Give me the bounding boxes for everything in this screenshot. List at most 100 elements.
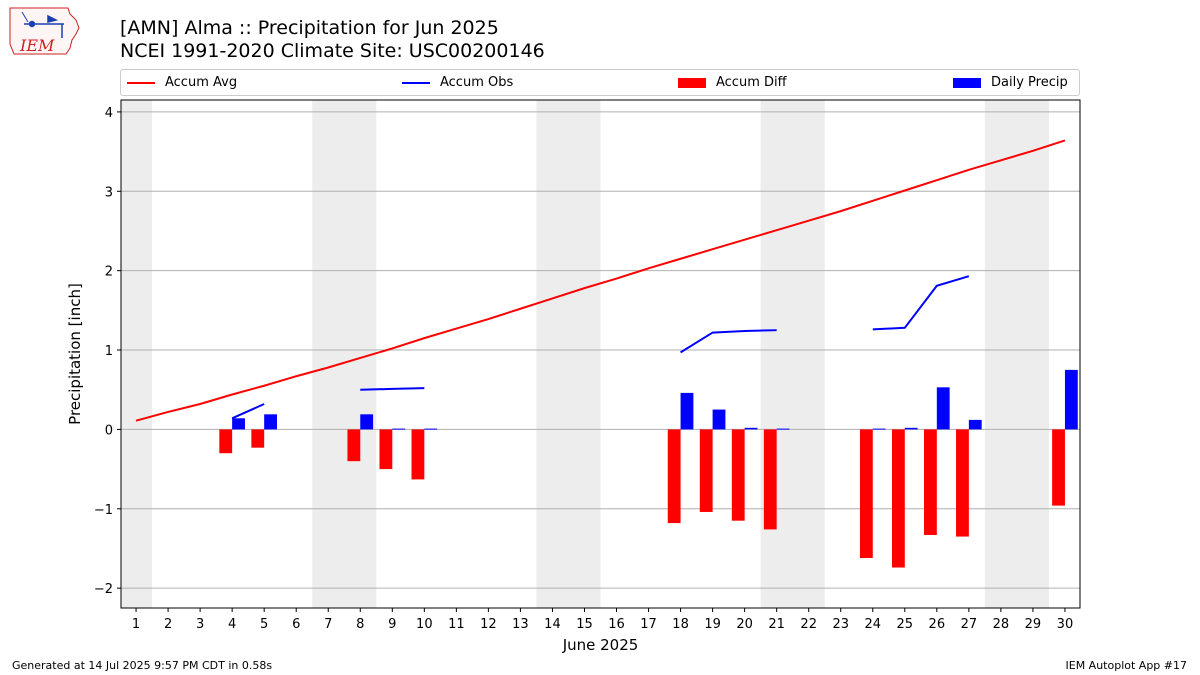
y-tick-label: −2 (94, 582, 113, 597)
x-tick-label: 12 (480, 617, 497, 632)
x-tick-label: 3 (196, 617, 204, 632)
weekend-shade (760, 100, 825, 608)
x-tick-label: 1 (132, 617, 140, 632)
daily-precip-bar (232, 418, 245, 430)
y-tick-label: 1 (105, 344, 113, 359)
x-tick-label: 20 (736, 617, 753, 632)
x-tick-label: 30 (1057, 617, 1074, 632)
chart-subtitle: NCEI 1991-2020 Climate Site: USC00200146 (120, 40, 545, 62)
legend-swatch (127, 81, 155, 84)
x-tick-label: 10 (416, 617, 433, 632)
x-tick-label: 18 (672, 617, 689, 632)
accum-diff-bar (891, 429, 905, 568)
accum-diff-bar (956, 429, 969, 537)
y-tick-label: 3 (105, 185, 113, 200)
weekend-shade (312, 100, 377, 608)
footer-generated: Generated at 14 Jul 2025 9:57 PM CDT in … (12, 659, 273, 672)
accum-diff-bar (924, 429, 937, 535)
x-tick-label: 11 (448, 617, 465, 632)
accum-avg-line (135, 139, 1066, 422)
accum-diff-bar (699, 429, 713, 512)
accum-diff-bar (859, 429, 873, 558)
legend-label: Daily Precip (991, 75, 1068, 90)
accum-obs-line (680, 329, 777, 354)
legend-item-accum-obs: Accum Obs (402, 70, 513, 95)
accum-diff-bar (379, 429, 393, 470)
legend-item-daily-precip: Daily Precip (953, 70, 1068, 95)
iowa-outline-icon (9, 7, 80, 55)
x-tick-label: 6 (292, 617, 300, 632)
x-tick-label: 5 (260, 617, 268, 632)
accum-diff-bar (667, 429, 681, 524)
accum-diff-bar (731, 429, 745, 521)
x-axis-label: June 2025 (562, 636, 639, 654)
daily-precip-bar (936, 387, 950, 430)
y-tick-label: 0 (105, 423, 113, 438)
legend-swatch (678, 77, 706, 88)
x-tick-label: 16 (608, 617, 625, 632)
daily-precip-bar (872, 428, 886, 430)
x-tick-label: 21 (768, 617, 785, 632)
x-tick-label: 13 (512, 617, 529, 632)
daily-precip-bar (360, 414, 374, 430)
weekend-shade (536, 100, 601, 608)
y-tick-label: 2 (105, 265, 113, 280)
accum-diff-bar (763, 429, 777, 530)
daily-precip-bar (680, 392, 694, 430)
daily-precip-bar (776, 428, 790, 430)
accum-diff-bar (1052, 429, 1065, 506)
x-tick-label: 25 (897, 617, 914, 632)
legend-label: Accum Diff (716, 75, 787, 90)
y-axis-label: Precipitation [inch] (66, 283, 84, 425)
weather-station-icon (21, 11, 64, 38)
x-tick-label: 2 (164, 617, 172, 632)
legend-item-accum-diff: Accum Diff (678, 70, 787, 95)
x-tick-label: 14 (544, 617, 561, 632)
accum-diff-bar (251, 429, 265, 448)
daily-precip-bar (712, 409, 726, 430)
x-tick-label: 9 (388, 617, 396, 632)
chart-legend: Accum Avg Accum Obs Accum Diff Daily Pre… (120, 69, 1080, 96)
x-tick-label: 4 (228, 617, 236, 632)
x-tick-label: 29 (1025, 617, 1042, 632)
legend-item-accum-avg: Accum Avg (127, 70, 237, 95)
accum-diff-bar (219, 429, 233, 454)
x-tick-label: 17 (640, 617, 657, 632)
x-tick-label: 28 (993, 617, 1010, 632)
x-tick-label: 22 (800, 617, 817, 632)
accum-obs-line (231, 403, 265, 420)
iem-logo: IEM (9, 7, 80, 55)
x-tick-label: 27 (961, 617, 978, 632)
daily-precip-bar (392, 428, 406, 430)
legend-swatch (953, 77, 981, 88)
accum-obs-line (360, 387, 425, 391)
x-tick-label: 8 (356, 617, 364, 632)
y-tick-label: −1 (94, 503, 113, 518)
legend-label: Accum Obs (440, 75, 514, 90)
chart-title: [AMN] Alma :: Precipitation for Jun 2025 (120, 17, 499, 39)
footer-app: IEM Autoplot App #17 (1065, 659, 1188, 672)
weekend-shade (121, 100, 153, 608)
x-tick-label: 7 (324, 617, 332, 632)
plot-frame (120, 99, 1081, 609)
x-tick-label: 26 (929, 617, 946, 632)
y-tick-label: 4 (105, 106, 113, 121)
x-tick-label: 19 (704, 617, 721, 632)
legend-label: Accum Avg (165, 75, 238, 90)
accum-diff-bar (347, 429, 361, 462)
accum-obs-line (872, 275, 970, 331)
accum-diff-bar (411, 429, 425, 480)
logo-text: IEM (19, 36, 55, 55)
x-tick-label: 23 (832, 617, 849, 632)
x-tick-label: 15 (576, 617, 593, 632)
daily-precip-bar (904, 427, 918, 430)
daily-precip-bar (744, 427, 758, 430)
daily-precip-bar (264, 414, 277, 430)
x-tick-label: 24 (864, 617, 881, 632)
legend-swatch (402, 81, 430, 84)
daily-precip-bar (1064, 369, 1078, 430)
weekend-shade (984, 100, 1049, 608)
daily-precip-bar (424, 428, 438, 430)
daily-precip-bar (968, 419, 982, 430)
